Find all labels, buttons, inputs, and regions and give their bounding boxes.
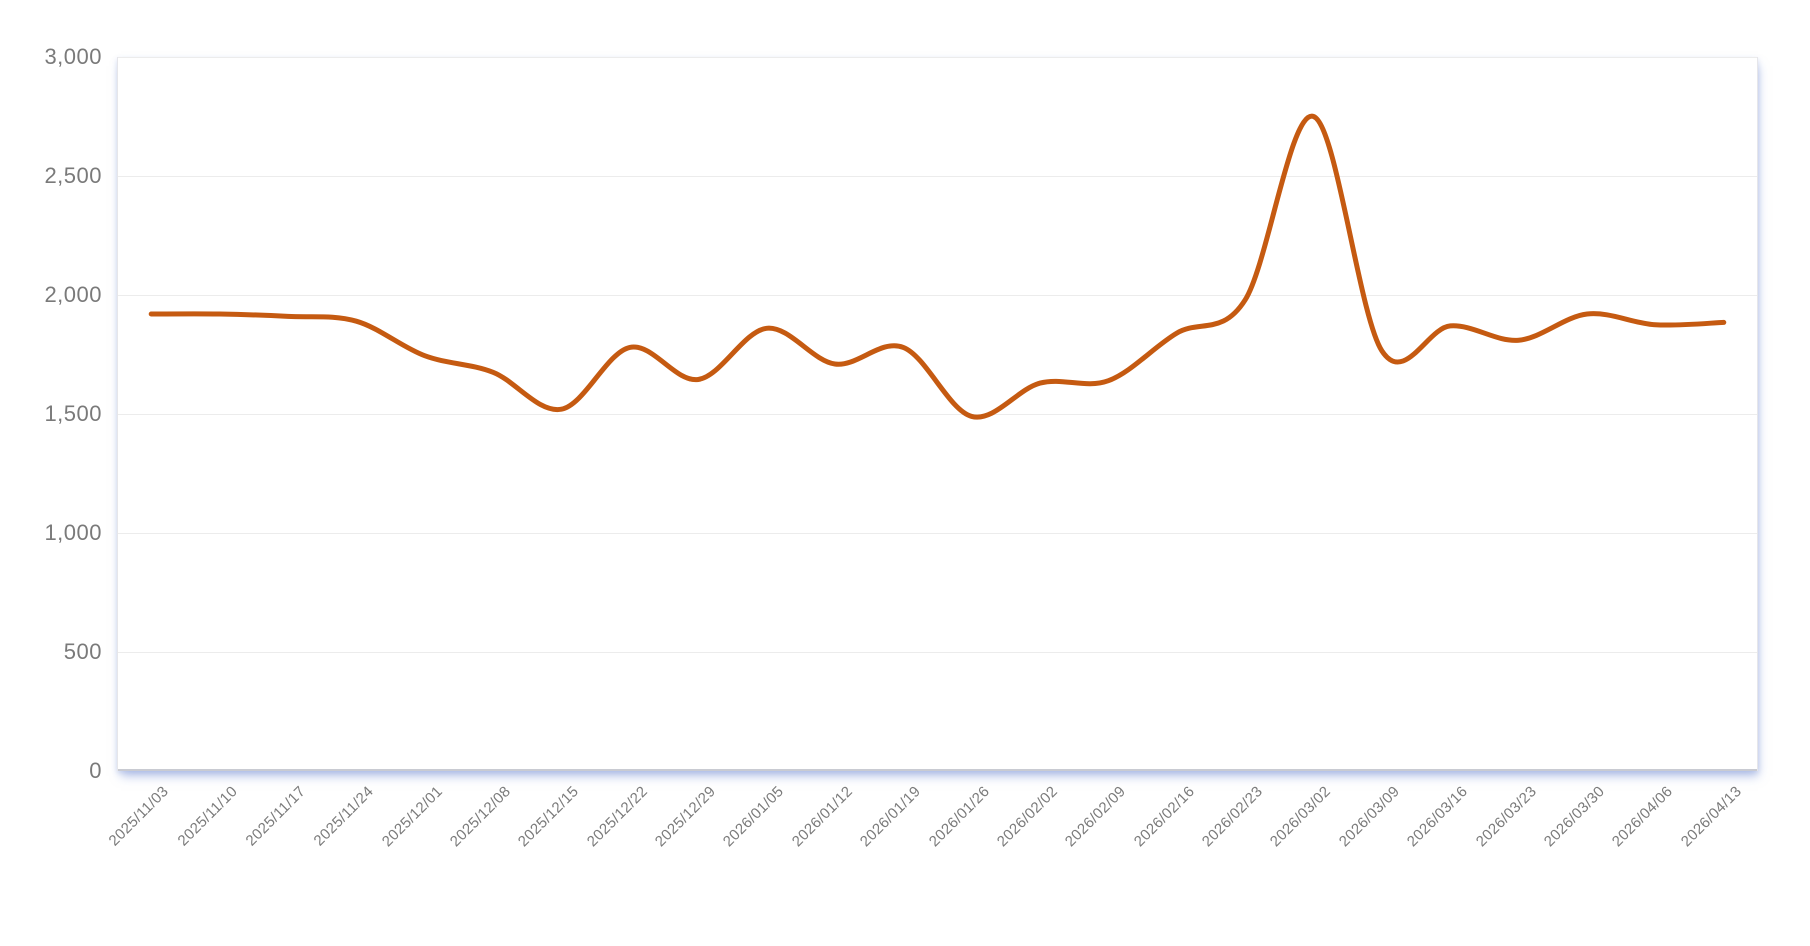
- x-axis-label: 2026/01/19: [857, 783, 925, 851]
- x-axis-label: 2025/12/29: [651, 783, 720, 851]
- y-axis-label: 3,000: [44, 44, 102, 69]
- x-axis-label: 2025/11/03: [105, 783, 173, 850]
- y-axis-label: 2,000: [44, 282, 102, 307]
- y-axis-label: 1,000: [44, 520, 102, 545]
- x-axis-label: 2026/02/02: [993, 783, 1062, 851]
- x-axis-label: 2026/04/13: [1677, 783, 1745, 851]
- x-axis-label: 2026/03/09: [1335, 783, 1403, 851]
- x-axis-label: 2026/01/26: [925, 783, 993, 851]
- x-axis-label: 2025/11/24: [310, 783, 378, 850]
- x-axis-label: 2025/12/15: [515, 783, 583, 851]
- series-line: [148, 113, 1727, 420]
- plot-canvas: [117, 57, 1758, 771]
- x-axis-label: 2026/04/06: [1609, 783, 1677, 851]
- x-axis-label: 2026/02/09: [1062, 783, 1130, 851]
- x-axis-label: 2025/12/01: [378, 783, 446, 851]
- x-axis-label: 2026/01/12: [788, 783, 856, 851]
- x-axis-label: 2026/03/02: [1267, 783, 1335, 851]
- x-axis-label: 2025/11/10: [174, 783, 241, 850]
- x-axis-label: 2025/12/22: [583, 783, 651, 851]
- x-axis-label: 2026/02/23: [1198, 783, 1267, 851]
- x-axis-label: 2026/03/30: [1540, 783, 1609, 851]
- plot-area: [117, 57, 1758, 771]
- y-axis-label: 500: [63, 639, 102, 664]
- x-axis-label: 2026/03/16: [1404, 783, 1472, 851]
- x-axis-label: 2025/12/08: [446, 783, 515, 851]
- y-axis-label: 1,500: [44, 401, 102, 426]
- x-axis-label: 2025/11/17: [242, 783, 309, 850]
- y-axis-label: 0: [89, 758, 102, 783]
- x-axis-label: 2026/01/05: [720, 783, 788, 851]
- x-axis-label: 2026/03/23: [1472, 783, 1540, 851]
- y-axis-label: 2,500: [44, 163, 102, 188]
- x-axis-label: 2026/02/16: [1130, 783, 1198, 851]
